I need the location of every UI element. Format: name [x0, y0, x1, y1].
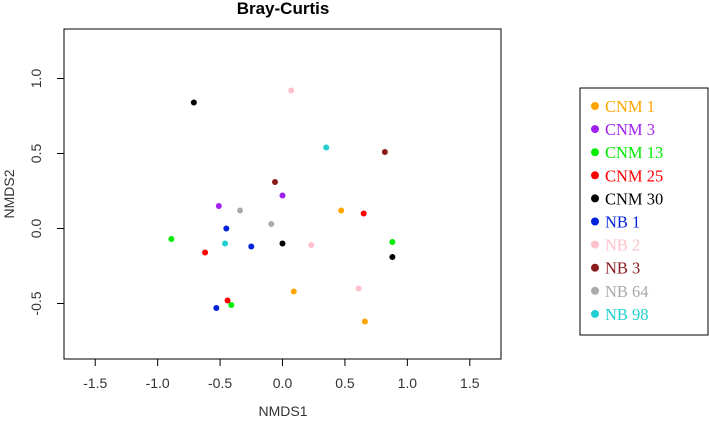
- legend-marker: [591, 148, 599, 157]
- data-point: [202, 249, 209, 256]
- data-point: [213, 305, 220, 311]
- y-tick-label: 0.0: [28, 219, 44, 239]
- y-tick-label: -0.5: [28, 291, 44, 315]
- data-point: [228, 302, 235, 308]
- data-point: [389, 254, 396, 260]
- legend-entry-label: CNM 30: [605, 189, 663, 208]
- legend-marker: [591, 217, 599, 226]
- data-point: [381, 149, 388, 155]
- chart-title: Bray-Curtis: [237, 0, 330, 18]
- data-point: [248, 243, 255, 250]
- data-point: [168, 236, 175, 242]
- legend-marker: [591, 125, 599, 134]
- legend-entry-label: CNM 3: [605, 120, 655, 139]
- legend-marker: [591, 309, 599, 318]
- data-point: [338, 207, 345, 214]
- legend-marker: [591, 263, 599, 272]
- legend-marker: [591, 286, 599, 295]
- x-tick-label: -1.5: [83, 375, 107, 391]
- data-point: [190, 99, 197, 106]
- legend-entry-label: NB 1: [605, 213, 640, 232]
- data-point: [223, 225, 230, 232]
- legend-entry-label: CNM 25: [605, 166, 663, 185]
- legend: CNM 1 CNM 3 CNM 13 CNM 25 CNM 30 NB 1 NB 2 NB 3…: [591, 97, 663, 324]
- legend-entry-label: NB 98: [605, 305, 649, 324]
- y-tick-label: 0.5: [28, 144, 44, 164]
- y-axis: -0.5 0.0 0.5 1.0: [28, 69, 65, 316]
- x-tick-label: 0.0: [273, 375, 293, 391]
- data-point: [237, 207, 244, 214]
- data-point: [389, 239, 396, 245]
- data-point: [279, 240, 286, 247]
- legend-marker: [591, 194, 599, 203]
- data-point: [290, 288, 297, 295]
- data-point: [272, 179, 279, 185]
- data-point: [215, 203, 222, 209]
- legend-entry-label: CNM 1: [605, 97, 655, 116]
- y-tick-label: 1.0: [28, 69, 44, 89]
- data-point: [308, 242, 315, 248]
- legend-marker: [591, 102, 599, 110]
- x-axis-label: NMDS1: [258, 403, 307, 419]
- data-point: [224, 297, 231, 304]
- data-point: [279, 192, 286, 199]
- data-points: [168, 87, 396, 325]
- y-axis-label: NMDS2: [1, 169, 17, 218]
- x-tick-label: -1.0: [146, 375, 170, 391]
- x-tick-label: 1.0: [398, 375, 418, 391]
- data-point: [222, 240, 229, 247]
- data-point: [355, 285, 362, 292]
- legend-entry-label: NB 2: [605, 236, 640, 255]
- legend-entry-label: NB 64: [605, 282, 649, 301]
- data-point: [288, 87, 295, 94]
- legend-box: [579, 87, 709, 336]
- x-axis: -1.5 -1.0 -0.5 0.0 0.5 1.0 1.5: [83, 358, 480, 391]
- legend-marker: [591, 171, 599, 180]
- x-tick-label: -0.5: [208, 375, 232, 391]
- legend-entry-label: NB 3: [605, 259, 640, 278]
- x-tick-label: 0.5: [335, 375, 355, 391]
- data-point: [268, 221, 275, 227]
- data-point: [323, 144, 330, 151]
- data-point: [360, 210, 367, 217]
- legend-entry-label: CNM 13: [605, 143, 663, 162]
- legend-marker: [591, 240, 599, 249]
- x-tick-label: 1.5: [460, 375, 480, 391]
- data-point: [361, 318, 368, 325]
